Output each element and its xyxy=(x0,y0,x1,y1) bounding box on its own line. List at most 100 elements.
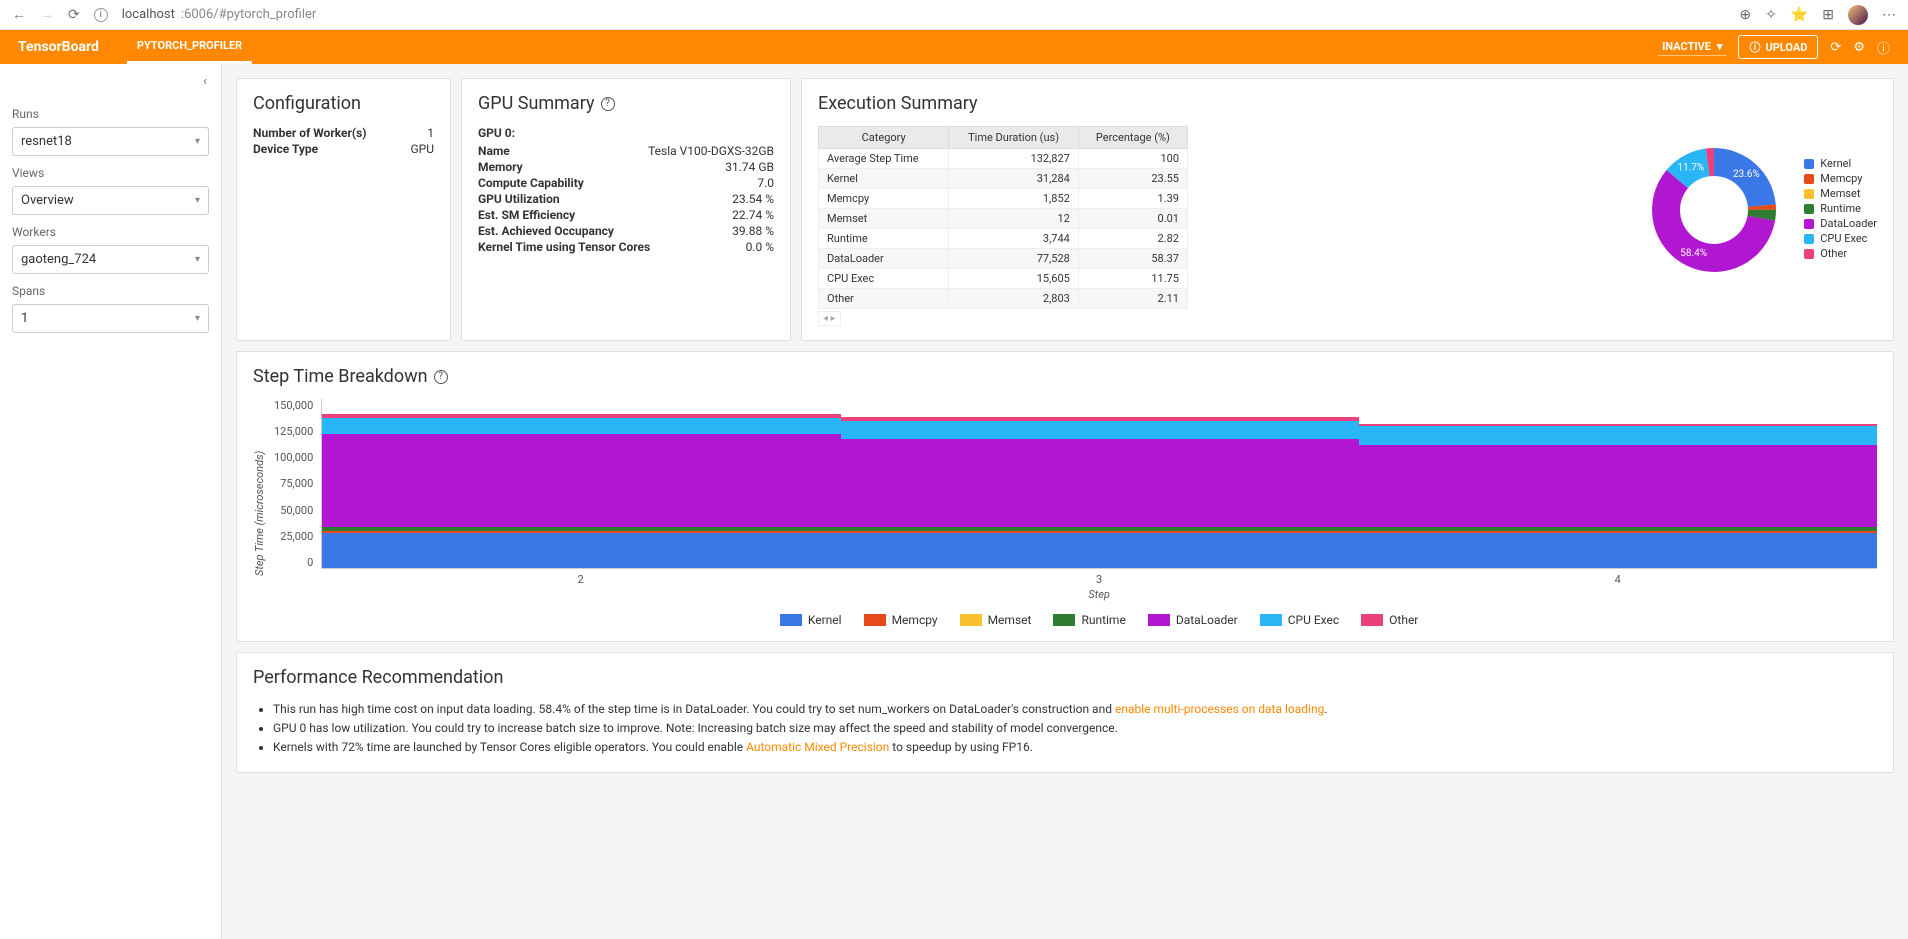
svg-text:23.6%: 23.6% xyxy=(1733,169,1760,180)
legend-item: Memset xyxy=(1804,187,1877,200)
table-row: Memcpy1,8521.39 xyxy=(819,189,1188,209)
chevron-down-icon: ▾ xyxy=(1717,40,1723,53)
url-bar[interactable]: localhost :6006/#pytorch_profiler xyxy=(122,7,317,22)
gpu-row: Memory31.74 GB xyxy=(478,160,774,174)
gpu-row: Compute Capability7.0 xyxy=(478,176,774,190)
sidebar: ‹ Runs resnet18▾ Views Overview▾ Workers… xyxy=(0,64,222,939)
settings-icon[interactable]: ⚙ xyxy=(1853,40,1865,55)
table-nav[interactable]: ◂ ▸ xyxy=(818,311,841,326)
profile-avatar[interactable] xyxy=(1848,5,1868,25)
back-button[interactable]: ← xyxy=(12,6,26,23)
legend-item: CPU Exec xyxy=(1804,232,1877,245)
table-row: Memset120.01 xyxy=(819,209,1188,229)
app-header: TensorBoard PYTORCH_PROFILER INACTIVE ▾ … xyxy=(0,30,1908,64)
help-icon[interactable]: ? xyxy=(434,370,448,384)
configuration-card: Configuration Number of Worker(s)1Device… xyxy=(236,78,451,341)
step-yticks: 150,000125,000100,00075,00050,00025,0000 xyxy=(274,399,313,569)
legend-item: DataLoader xyxy=(1804,217,1877,230)
recommendation-list: This run has high time cost on input dat… xyxy=(253,700,1877,758)
execution-donut-chart: 23.6%58.4%11.7% xyxy=(1634,130,1794,290)
refresh-button[interactable]: ⟳ xyxy=(68,7,80,23)
workers-select[interactable]: gaoteng_724▾ xyxy=(12,245,209,274)
chevron-down-icon: ▾ xyxy=(195,195,200,206)
recommendation-link[interactable]: enable multi-processes on data loading xyxy=(1115,702,1324,716)
zoom-icon[interactable]: ⊕ xyxy=(1739,7,1751,23)
more-icon[interactable]: ⋯ xyxy=(1882,7,1896,23)
gpu-row: Est. Achieved Occupancy39.88 % xyxy=(478,224,774,238)
gpu-row: NameTesla V100-DGXS-32GB xyxy=(478,144,774,158)
bar-segment-kernel xyxy=(841,533,1359,568)
legend-item: Other xyxy=(1361,613,1418,627)
legend-item: CPU Exec xyxy=(1260,613,1339,627)
table-row: Average Step Time132,827100 xyxy=(819,149,1188,169)
spans-label: Spans xyxy=(12,284,209,298)
legend-item: Runtime xyxy=(1053,613,1125,627)
collapse-sidebar-button[interactable]: ‹ xyxy=(6,74,215,97)
execution-summary-title: Execution Summary xyxy=(818,93,1618,114)
legend-item: Memcpy xyxy=(864,613,938,627)
execution-table: CategoryTime Duration (us)Percentage (%)… xyxy=(818,126,1188,309)
reload-icon[interactable]: ⟳ xyxy=(1830,40,1841,55)
upload-icon: ⓘ xyxy=(1749,39,1760,55)
table-row: Other2,8032.11 xyxy=(819,289,1188,309)
upload-button[interactable]: ⓘ UPLOAD xyxy=(1738,35,1818,59)
chevron-down-icon: ▾ xyxy=(195,313,200,324)
chevron-down-icon: ▾ xyxy=(195,254,200,265)
bar-segment-kernel xyxy=(1359,533,1877,568)
recommendation-item: This run has high time cost on input dat… xyxy=(273,700,1877,719)
config-row: Device TypeGPU xyxy=(253,142,434,156)
legend-item: Other xyxy=(1804,247,1877,260)
execution-summary-card: Execution Summary CategoryTime Duration … xyxy=(801,78,1894,341)
step-bars xyxy=(321,399,1877,569)
browser-toolbar: ← → ⟳ i localhost :6006/#pytorch_profiler… xyxy=(0,0,1908,30)
donut-legend: KernelMemcpyMemsetRuntimeDataLoaderCPU E… xyxy=(1804,157,1877,262)
forward-button[interactable]: → xyxy=(40,6,54,23)
views-select[interactable]: Overview▾ xyxy=(12,186,209,215)
recommendation-link[interactable]: Automatic Mixed Precision xyxy=(746,740,889,754)
workers-label: Workers xyxy=(12,225,209,239)
favorites-bar-icon[interactable]: ⭐ xyxy=(1791,7,1808,23)
chevron-down-icon: ▾ xyxy=(195,136,200,147)
gpu-summary-card: GPU Summary ? GPU 0: NameTesla V100-DGXS… xyxy=(461,78,791,341)
legend-item: Memset xyxy=(960,613,1032,627)
url-host: localhost xyxy=(122,7,175,22)
content-area: Configuration Number of Worker(s)1Device… xyxy=(222,64,1908,939)
favorite-icon[interactable]: ✧ xyxy=(1765,7,1777,23)
url-path: :6006/#pytorch_profiler xyxy=(181,7,316,22)
collections-icon[interactable]: ⊞ xyxy=(1822,7,1834,23)
table-row: Runtime3,7442.82 xyxy=(819,229,1188,249)
bar-segment-dataloader xyxy=(841,439,1359,527)
tab-pytorch-profiler[interactable]: PYTORCH_PROFILER xyxy=(127,30,252,64)
recommendation-title: Performance Recommendation xyxy=(253,667,1877,688)
step-xticks: 234 xyxy=(321,573,1877,586)
gpu-row: Est. SM Efficiency22.74 % xyxy=(478,208,774,222)
svg-text:58.4%: 58.4% xyxy=(1681,248,1708,259)
inactive-dropdown[interactable]: INACTIVE ▾ xyxy=(1658,38,1726,56)
step-breakdown-title: Step Time Breakdown ? xyxy=(253,366,1877,387)
bar-segment-dataloader xyxy=(322,434,840,526)
views-label: Views xyxy=(12,166,209,180)
config-row: Number of Worker(s)1 xyxy=(253,126,434,140)
bar-segment-cpu exec xyxy=(841,421,1359,439)
recommendation-card: Performance Recommendation This run has … xyxy=(236,652,1894,773)
legend-item: Kernel xyxy=(780,613,842,627)
help-icon[interactable]: ⓘ xyxy=(1877,38,1890,57)
table-row: CPU Exec15,60511.75 xyxy=(819,269,1188,289)
step-bar xyxy=(1359,399,1877,568)
spans-select[interactable]: 1▾ xyxy=(12,304,209,333)
table-row: Kernel31,28423.55 xyxy=(819,169,1188,189)
step-xlabel: Step xyxy=(321,588,1877,601)
legend-item: DataLoader xyxy=(1148,613,1238,627)
app-brand: TensorBoard xyxy=(18,39,99,55)
legend-item: Kernel xyxy=(1804,157,1877,170)
legend-item: Memcpy xyxy=(1804,172,1877,185)
recommendation-item: GPU 0 has low utilization. You could try… xyxy=(273,719,1877,738)
step-bar xyxy=(322,399,840,568)
site-info-icon[interactable]: i xyxy=(94,8,108,22)
help-icon[interactable]: ? xyxy=(601,97,615,111)
runs-select[interactable]: resnet18▾ xyxy=(12,127,209,156)
step-ylabel: Step Time (microseconds) xyxy=(253,399,266,627)
bar-segment-kernel xyxy=(322,533,840,568)
gpu-index: GPU 0: xyxy=(478,126,774,140)
step-breakdown-card: Step Time Breakdown ? Step Time (microse… xyxy=(236,351,1894,642)
